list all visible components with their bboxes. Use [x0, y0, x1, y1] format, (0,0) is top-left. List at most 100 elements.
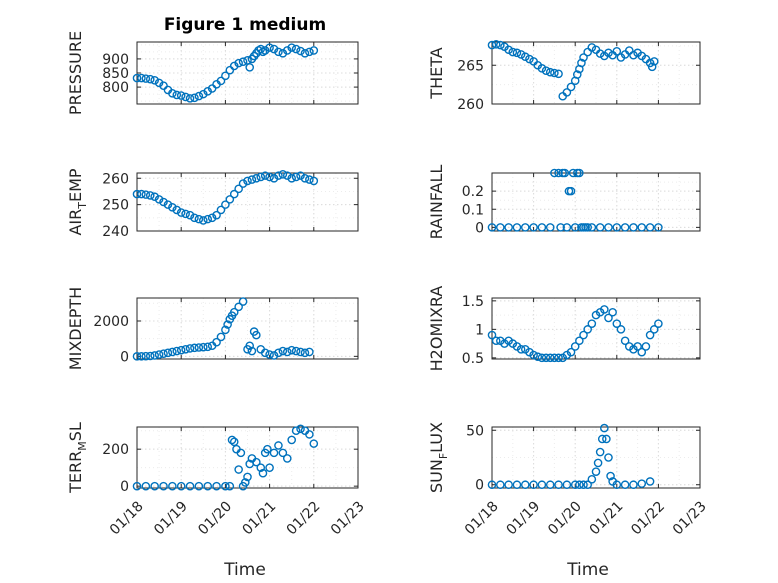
data-point [238, 297, 248, 306]
data-point [132, 73, 142, 83]
data-point [296, 171, 305, 180]
x-tick-label: 01/19 [504, 498, 544, 538]
data-point [168, 347, 177, 357]
data-point [597, 434, 607, 444]
data-point [252, 330, 261, 340]
y-tick-label: 0 [475, 478, 484, 494]
data-point [568, 168, 578, 178]
panel-sun_flux: 0 50 01/18 01/19 01/20 01/21 01/22 01/23 SUNFLUX [427, 422, 710, 538]
data-point [238, 57, 248, 67]
data-point [604, 453, 613, 462]
data-point [227, 435, 237, 445]
data-point [240, 478, 250, 487]
data-point [608, 307, 617, 317]
x-tick-label: 01/22 [628, 498, 668, 538]
data-point [520, 480, 530, 490]
x-tick-label: 01/21 [240, 498, 280, 538]
data-point [512, 48, 522, 58]
y-tick-label: 2000 [93, 314, 129, 330]
data-point [234, 302, 243, 312]
data-point [583, 480, 592, 490]
data-point [172, 346, 182, 356]
data-point [278, 448, 288, 458]
y-tick-label: 200 [102, 442, 129, 458]
data-point [190, 343, 199, 353]
data-point [545, 223, 555, 232]
data-point [554, 168, 563, 178]
data-point [265, 172, 274, 182]
data-point [176, 345, 186, 355]
data-point [579, 480, 588, 490]
data-point [575, 168, 584, 178]
data-point [649, 325, 659, 334]
data-point [243, 176, 252, 186]
data-point [265, 43, 274, 52]
data-point [181, 209, 190, 219]
data-point [194, 343, 204, 352]
y-axis-label: THETA [427, 47, 446, 99]
data-point [629, 223, 638, 232]
data-point [163, 348, 173, 358]
axes-box [491, 297, 701, 360]
data-point [296, 347, 305, 357]
data-point [593, 458, 603, 468]
data-point [198, 89, 208, 99]
data-point [245, 341, 255, 351]
y-axis-label: PRESSURE [66, 31, 85, 115]
y-tick-label: 260 [102, 171, 129, 187]
data-point [309, 176, 319, 186]
data-point [300, 173, 310, 183]
data-point [163, 200, 173, 209]
data-point [629, 480, 638, 490]
data-point [491, 40, 501, 49]
data-point [229, 61, 239, 71]
data-point [190, 93, 199, 103]
data-point [203, 481, 213, 491]
data-point [194, 91, 204, 101]
data-point [260, 171, 270, 180]
data-point [645, 330, 655, 340]
data-point [562, 480, 572, 490]
data-point [291, 172, 301, 182]
data-point [274, 348, 283, 358]
y-tick-label: 0 [120, 479, 129, 495]
data-point [225, 481, 235, 491]
data-point [132, 189, 142, 199]
y-tick-label: 1 [475, 322, 484, 338]
data-point [541, 66, 551, 75]
data-point [575, 480, 584, 490]
x-tick-label: 01/23 [670, 498, 710, 538]
x-tick-label: 01/18 [107, 498, 147, 538]
series-mixdepth [132, 297, 314, 361]
y-tick-label: 850 [102, 66, 129, 82]
data-point [620, 336, 630, 346]
data-point [203, 87, 213, 96]
data-point [176, 208, 186, 217]
data-point [309, 46, 319, 55]
y-axis-label: TERRMSL [66, 422, 89, 494]
data-point [236, 448, 246, 458]
data-point [269, 448, 279, 458]
data-point [305, 347, 314, 357]
data-point [595, 49, 605, 58]
series-rainfall [487, 168, 663, 232]
y-axis-label: SUNFLUX [427, 422, 450, 493]
data-point [566, 347, 576, 357]
data-point [533, 352, 543, 362]
data-point [225, 195, 235, 204]
data-point [512, 223, 522, 232]
panel-mixdepth: 0 2000 MIXDEPTH [66, 287, 359, 370]
axes-box [136, 297, 359, 360]
data-point [577, 58, 586, 68]
data-point [620, 223, 630, 232]
data-point [168, 481, 177, 491]
data-point [587, 474, 597, 484]
data-point [247, 175, 257, 184]
data-point [216, 205, 226, 215]
data-point [570, 480, 580, 490]
data-point [496, 40, 505, 50]
data-point [520, 52, 530, 62]
series-sun_flux [487, 423, 655, 490]
x-axis-label-right: Time [566, 560, 609, 580]
data-point [516, 50, 526, 59]
